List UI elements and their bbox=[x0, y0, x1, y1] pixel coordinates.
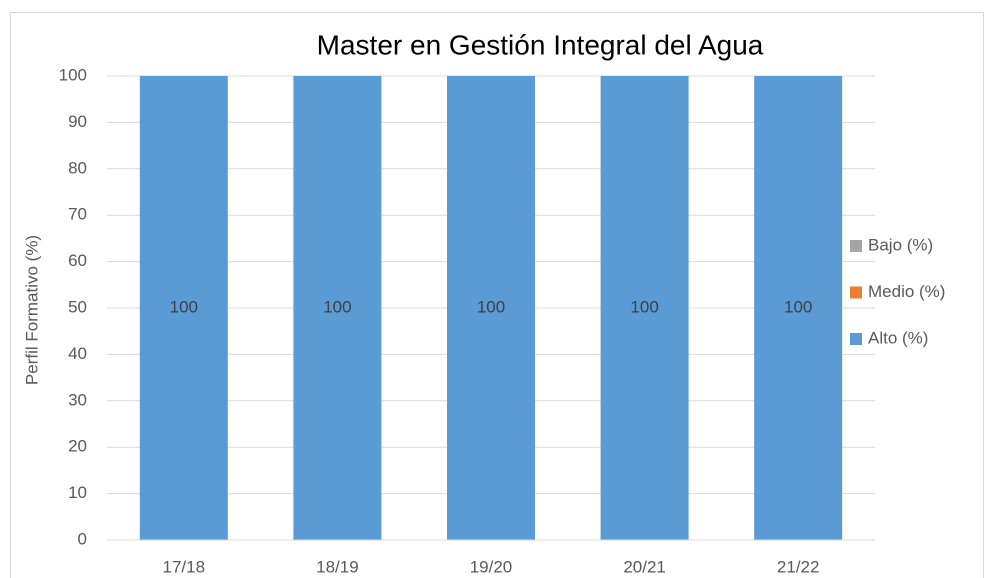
data-label: 100 bbox=[323, 297, 351, 316]
bar bbox=[293, 76, 382, 540]
x-tick-label: 18/19 bbox=[316, 557, 359, 576]
bar bbox=[447, 76, 535, 540]
y-tick-label: 50 bbox=[68, 297, 87, 316]
y-tick-label: 10 bbox=[68, 483, 87, 502]
data-label: 100 bbox=[477, 297, 505, 316]
y-tick-label: 20 bbox=[68, 437, 87, 456]
data-label: 100 bbox=[170, 297, 198, 316]
legend-swatch bbox=[850, 240, 862, 252]
legend-label: Alto (%) bbox=[868, 328, 928, 347]
x-tick-label: 17/18 bbox=[163, 557, 206, 576]
y-tick-label: 60 bbox=[68, 251, 87, 270]
y-tick-label: 80 bbox=[68, 158, 87, 177]
y-tick-label: 40 bbox=[68, 344, 87, 363]
y-axis-title: Perfil Formativo (%) bbox=[22, 235, 41, 385]
bar bbox=[754, 76, 843, 540]
y-tick-label: 30 bbox=[68, 390, 87, 409]
x-tick-label: 19/20 bbox=[470, 557, 513, 576]
legend-label: Medio (%) bbox=[868, 282, 945, 301]
y-tick-label: 0 bbox=[78, 529, 87, 548]
legend-label: Bajo (%) bbox=[868, 235, 933, 254]
data-label: 100 bbox=[630, 297, 658, 316]
x-tick-label: 21/22 bbox=[777, 557, 820, 576]
legend-swatch bbox=[850, 286, 862, 299]
y-tick-label: 70 bbox=[68, 205, 87, 224]
chart-title: Master en Gestión Integral del Agua bbox=[317, 29, 764, 60]
bar bbox=[600, 76, 689, 540]
bar bbox=[139, 76, 228, 540]
x-tick-label: 20/21 bbox=[623, 557, 666, 576]
legend-swatch bbox=[850, 333, 862, 345]
y-tick-label: 100 bbox=[59, 65, 87, 84]
data-label: 100 bbox=[784, 297, 812, 316]
y-tick-label: 90 bbox=[68, 112, 87, 131]
